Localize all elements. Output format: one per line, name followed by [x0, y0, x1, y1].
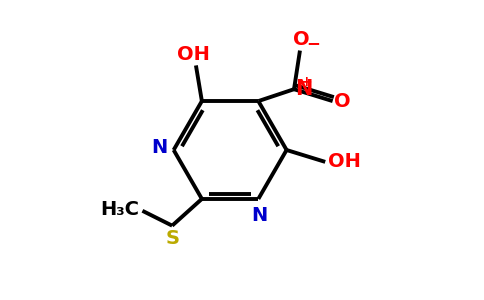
Text: N: N [252, 206, 268, 225]
Text: +: + [301, 75, 312, 89]
Text: O: O [293, 30, 310, 49]
Text: OH: OH [177, 45, 210, 64]
Text: S: S [165, 229, 179, 247]
Text: −: − [306, 34, 320, 52]
Text: H₃C: H₃C [101, 200, 139, 219]
Text: N: N [151, 137, 167, 157]
Text: N: N [296, 79, 313, 99]
Text: O: O [334, 92, 351, 111]
Text: OH: OH [328, 152, 361, 171]
